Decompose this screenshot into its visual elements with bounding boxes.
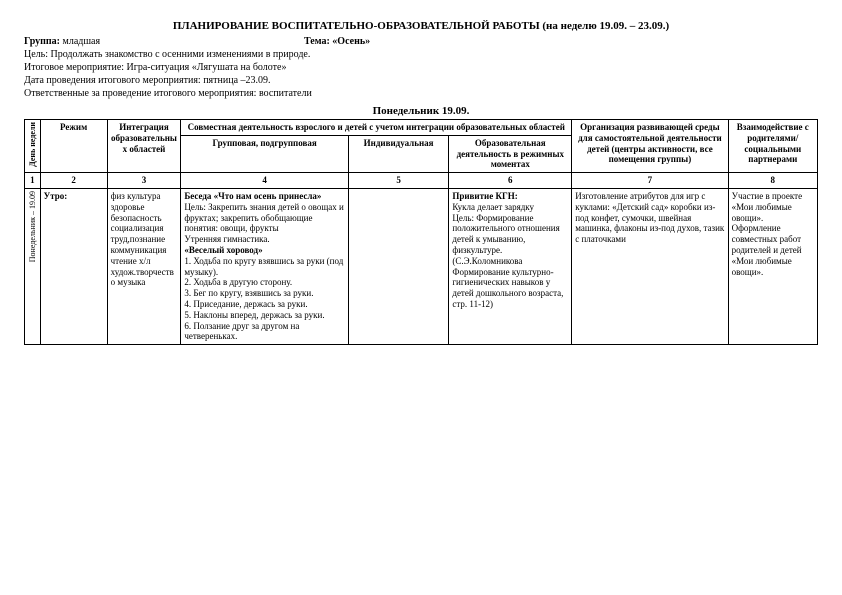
list-item: 4. Приседание, держась за руки. [184, 299, 345, 310]
event: Итоговое мероприятие: Игра-ситуация «Ляг… [24, 62, 818, 73]
group-body1: Цель: Закрепить знания детей о овощах и … [184, 202, 345, 234]
group-title2: «Веселый хоровод» [184, 245, 345, 256]
plan-table: День недели Режим Интеграция образовател… [24, 119, 818, 345]
th-day-week: День недели [25, 120, 41, 173]
th-obr-rezhim: Образовательная деятельность в режимных … [449, 135, 572, 172]
cell-obr: Привитие КГН: Кукла делает зарядку Цель:… [449, 188, 572, 344]
th-org: Организация развивающей среды для самост… [572, 120, 728, 173]
page-title: ПЛАНИРОВАНИЕ ВОСПИТАТЕЛЬНО-ОБРАЗОВАТЕЛЬН… [24, 20, 818, 32]
num-2: 2 [40, 173, 107, 189]
cell-vz: Участие в проекте «Мои любимые овощи». О… [728, 188, 817, 344]
num-7: 7 [572, 173, 728, 189]
cell-org: Изготовление атрибутов для игр с куклами… [572, 188, 728, 344]
responsible: Ответственные за проведение итогового ме… [24, 88, 818, 99]
list-item: 5. Наклоны вперед, держась за руки. [184, 310, 345, 321]
number-row: 1 2 3 4 5 6 7 8 [25, 173, 818, 189]
num-6: 6 [449, 173, 572, 189]
list-item: 2. Ходьба в другую сторону. [184, 277, 345, 288]
cell-individual [348, 188, 449, 344]
th-interaction: Взаимодействие с родителями/ социальными… [728, 120, 817, 173]
obr-line: (С.Э.Коломникова Формирование культурно-… [452, 256, 568, 310]
list-item: 6. Ползание друг за другом на четвереньк… [184, 321, 345, 343]
th-group-sub: Групповая, подгрупповая [181, 135, 349, 172]
th-joint: Совместная деятельность взрослого и дете… [181, 120, 572, 136]
group-body2: Утренняя гимнастика. [184, 234, 345, 245]
num-4: 4 [181, 173, 349, 189]
list-item: 3. Бег по кругу, взявшись за руки. [184, 288, 345, 299]
obr-title: Привитие КГН: [452, 191, 568, 202]
th-individual: Индивидуальная [348, 135, 449, 172]
list-item: 1. Ходьба по кругу взявшись за руки (под… [184, 256, 345, 278]
obr-line: Цель: Формирование положительного отноше… [452, 213, 568, 256]
num-5: 5 [348, 173, 449, 189]
cell-rezhim: Утро: [40, 188, 107, 344]
group-title1: Беседа «Что нам осень принесла» [184, 191, 345, 202]
day-header: Понедельник 19.09. [24, 105, 818, 117]
goal: Цель: Продолжать знакомство с осенними и… [24, 49, 818, 60]
group-label: Группа: [24, 36, 60, 47]
num-1: 1 [25, 173, 41, 189]
obr-line: Кукла делает зарядку [452, 202, 568, 213]
table-row: Понедельник – 19.09 Утро: физ культура з… [25, 188, 818, 344]
th-integration: Интеграция образовательных областей [107, 120, 181, 173]
cell-integration: физ культура здоровье безопасность социа… [107, 188, 181, 344]
meta-group-theme: Группа: младшая Тема: «Осень» [24, 36, 818, 47]
cell-day: Понедельник – 19.09 [25, 188, 41, 344]
th-rezhim: Режим [40, 120, 107, 173]
group-value: младшая [63, 36, 101, 47]
num-3: 3 [107, 173, 181, 189]
event-date: Дата проведения итогового мероприятия: п… [24, 75, 818, 86]
num-8: 8 [728, 173, 817, 189]
cell-group: Беседа «Что нам осень принесла» Цель: За… [181, 188, 349, 344]
theme-label: Тема: «Осень» [304, 36, 818, 47]
